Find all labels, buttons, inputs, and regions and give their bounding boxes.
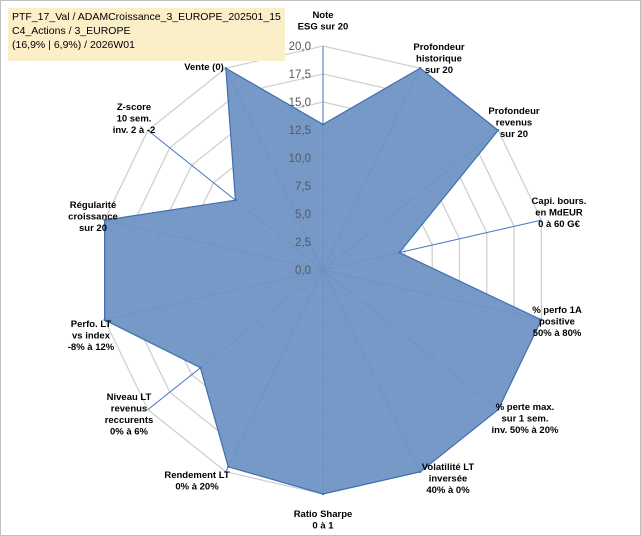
axis-label-line: Perfo. LT [71, 319, 112, 330]
axis-label-line: sur 1 sem. [502, 414, 549, 425]
axis-label-line: en MdEUR [535, 208, 583, 219]
axis-label-line: Note [312, 10, 333, 21]
tick-label: 15,0 [289, 97, 311, 109]
data-point-4 [398, 251, 401, 254]
data-point-13 [234, 198, 237, 202]
data-point-3 [496, 129, 500, 132]
axis-label-line: % perte max. [496, 402, 555, 413]
axis-label-line: positive [539, 317, 575, 328]
axis-label-line: sur 20 [425, 65, 453, 76]
tick-label: 7,5 [295, 181, 311, 193]
axis-label-line: Volatilité LT [422, 462, 475, 473]
axis-label-line: ESG sur 20 [298, 22, 349, 33]
tick-label: 0,0 [295, 265, 311, 277]
data-point-7 [418, 470, 422, 474]
title-line-2: C4_Actions / 3_EUROPE [12, 25, 131, 37]
axis-label-line: Ratio Sharpe [294, 509, 353, 520]
axis-label-line: historique [416, 54, 462, 65]
axis-label-line: Niveau LT [107, 392, 152, 403]
data-point-8 [321, 492, 325, 496]
axis-label-line: Profondeur [488, 106, 539, 117]
axis-label-line: 10 sem. [117, 114, 152, 125]
data-point-10 [199, 366, 202, 369]
axis-label-line: 0% à 6% [110, 427, 149, 438]
axis-label-line: sur 20 [500, 129, 528, 140]
axis-label-line: sur 20 [79, 223, 107, 234]
title-line-3: (16,9% | 6,9%) / 2026W01 [12, 39, 135, 51]
axis-label-line: croissance [68, 212, 118, 223]
tick-label: 20,0 [289, 41, 311, 53]
axis-label-line: -8% à 12% [68, 342, 115, 353]
data-point-1 [321, 123, 325, 126]
axis-label-line: Profondeur [413, 42, 464, 53]
axis-label-line: Régularité [70, 200, 116, 211]
tick-label: 5,0 [295, 209, 311, 221]
axis-label-line: Z-score [117, 102, 151, 113]
data-point-9 [227, 465, 230, 468]
series-area-1 [104, 67, 543, 495]
axis-label-line: % perfo 1A [532, 305, 582, 316]
axis-label-line: revenus [496, 118, 532, 129]
data-point-14 [224, 66, 228, 70]
tick-label: 12,5 [289, 125, 311, 137]
axis-label-line: 0 à 60 G€ [538, 219, 580, 230]
axis-label-line: Rendement LT [164, 470, 229, 481]
axis-label-line: 0 à 1 [312, 521, 334, 532]
tick-label: 10,0 [289, 153, 311, 165]
axis-label-line: Capi. bours. [532, 196, 587, 207]
axis-label-line: reccurents [105, 415, 154, 426]
chart-title-box: PTF_17_Val / ADAMCroissance_3_EUROPE_202… [8, 8, 285, 61]
axis-label-line: inv. 2 à -2 [113, 125, 156, 136]
axis-label-line: vs index [72, 331, 111, 342]
axis-label-line: inv. 50% à 20% [492, 425, 559, 436]
axis-label-line: 40% à 0% [426, 485, 470, 496]
data-point-5 [540, 318, 543, 322]
data-point-2 [418, 66, 422, 70]
axis-label-line: inversée [429, 474, 468, 485]
title-line-1: PTF_17_Val / ADAMCroissance_3_EUROPE_202… [12, 11, 281, 23]
axis-label-line: 0% à 20% [175, 482, 219, 493]
data-point-12 [103, 218, 106, 222]
axis-label-line: revenus [111, 404, 147, 415]
tick-label: 2,5 [295, 237, 311, 249]
axis-label-9: Rendement LT0% à 20% [164, 470, 229, 493]
data-point-6 [496, 408, 500, 411]
axis-label-line: 50% à 80% [533, 328, 582, 339]
tick-label: 17,5 [289, 69, 311, 81]
data-point-11 [103, 318, 106, 322]
axis-label-line: Vente (0) [184, 62, 224, 73]
axis-label-6: % perte max.sur 1 sem.inv. 50% à 20% [492, 402, 559, 436]
